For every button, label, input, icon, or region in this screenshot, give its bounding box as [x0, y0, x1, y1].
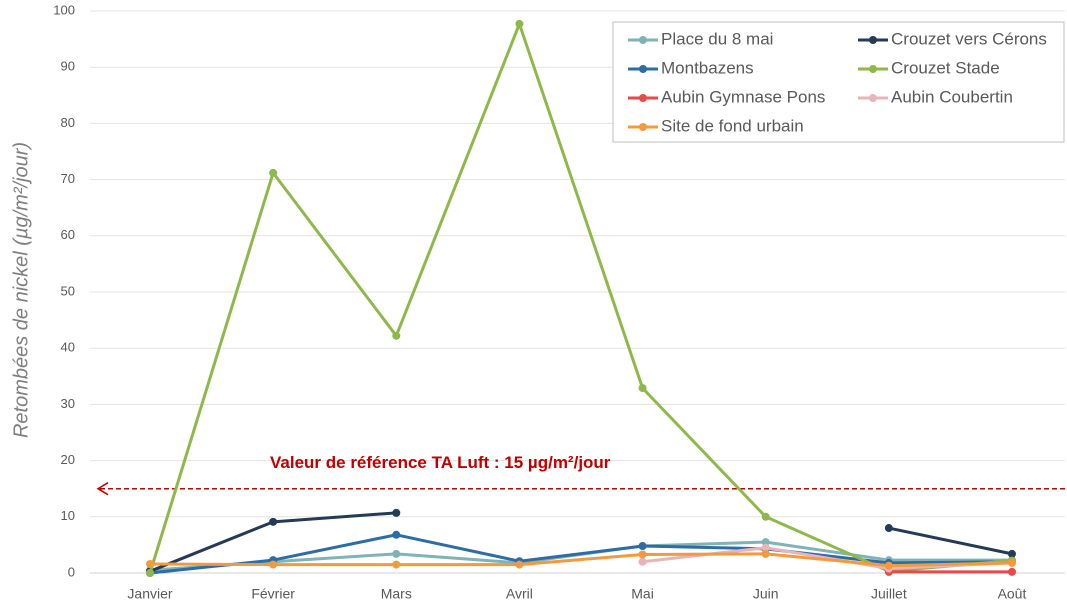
data-point: [146, 560, 154, 569]
reference-label: Valeur de référence TA Luft : 15 µg/m²/j…: [270, 453, 611, 472]
y-tick-label: 70: [61, 171, 75, 186]
data-point: [1007, 549, 1016, 558]
y-axis-label: Retombées de nickel (µg/m²/jour): [10, 142, 32, 438]
legend-marker: [869, 36, 877, 44]
legend-marker: [639, 123, 647, 131]
data-point: [1007, 567, 1016, 576]
data-point: [638, 550, 647, 559]
data-point: [761, 538, 770, 547]
data-point: [638, 384, 647, 393]
x-tick-label: Janvier: [127, 586, 172, 602]
x-tick-label: Juillet: [871, 586, 907, 602]
x-tick-label: Mai: [631, 586, 654, 602]
legend-marker: [869, 94, 877, 102]
y-tick-label: 0: [68, 564, 75, 579]
y-tick-label: 30: [61, 396, 75, 411]
legend-label: Place du 8 mai: [661, 29, 773, 48]
data-point: [392, 331, 401, 340]
legend-label: Aubin Coubertin: [891, 87, 1013, 106]
data-point: [515, 19, 524, 28]
data-point: [761, 512, 770, 521]
legend-box: [612, 21, 1065, 143]
legend-marker: [639, 94, 647, 102]
data-point: [761, 543, 770, 552]
series-line: [888, 526, 1013, 556]
y-tick-label: 60: [61, 227, 75, 242]
legend-label: Crouzet Stade: [891, 58, 1000, 77]
legend-marker: [869, 65, 877, 73]
y-tick-label: 20: [61, 452, 75, 467]
legend-label: Site de fond urbain: [661, 116, 804, 135]
series-line: [149, 533, 1012, 575]
legend-label: Crouzet vers Cérons: [891, 29, 1047, 48]
y-tick-label: 90: [61, 59, 75, 74]
data-point: [884, 561, 893, 570]
y-tick-label: 10: [61, 508, 75, 523]
x-tick-label: Août: [998, 586, 1027, 602]
legend-marker: [639, 65, 647, 73]
data-point: [638, 557, 647, 566]
data-point: [392, 560, 401, 569]
data-point: [884, 524, 893, 533]
data-point: [1007, 558, 1016, 567]
data-point: [392, 530, 401, 539]
series-line: [149, 552, 1013, 568]
y-tick-label: 100: [53, 2, 75, 17]
data-point: [269, 168, 278, 177]
data-point: [638, 542, 647, 551]
data-point: [146, 569, 154, 577]
x-tick-label: Juin: [753, 586, 779, 602]
y-tick-label: 40: [61, 340, 75, 355]
x-tick-label: Mars: [381, 586, 412, 602]
y-tick-label: 50: [61, 283, 75, 298]
y-tick-label: 80: [61, 115, 75, 130]
data-point: [269, 517, 278, 526]
legend-label: Montbazens: [661, 58, 754, 77]
data-point: [269, 560, 278, 569]
x-tick-label: Avril: [506, 586, 533, 602]
legend-label: Aubin Gymnase Pons: [661, 87, 825, 106]
data-point: [392, 508, 401, 517]
data-point: [515, 560, 524, 569]
x-tick-label: Février: [251, 586, 295, 602]
data-point: [761, 549, 770, 558]
data-point: [392, 549, 401, 558]
reference-arrow: [96, 482, 109, 496]
legend-marker: [639, 36, 647, 44]
